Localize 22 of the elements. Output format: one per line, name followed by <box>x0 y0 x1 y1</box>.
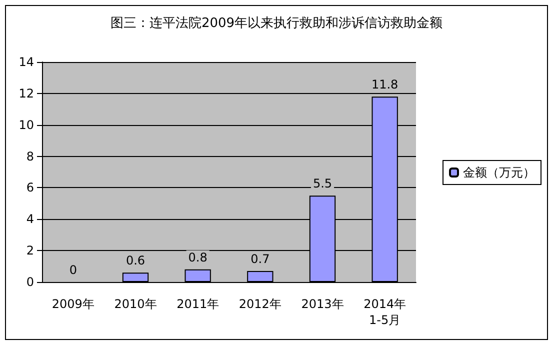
y-tick-label: 4 <box>26 212 34 226</box>
legend-label: 金额（万元） <box>463 166 535 180</box>
data-label: 0.8 <box>188 250 208 264</box>
data-label: 0.6 <box>126 254 146 268</box>
data-label: 5.5 <box>312 176 332 191</box>
data-label: 11.8 <box>371 78 398 92</box>
x-tick-label: 2009年 <box>52 297 94 311</box>
data-label: 0 <box>69 263 77 277</box>
x-tick-label: 2012年 <box>238 297 282 311</box>
y-tick-label: 0 <box>26 275 34 289</box>
y-tick-label: 10 <box>18 118 34 132</box>
y-tick-label: 8 <box>26 149 34 164</box>
x-tick-label: 2011年 <box>176 297 220 311</box>
y-tick-label: 2 <box>26 244 34 258</box>
x-tick-label: 2013年 <box>301 297 344 311</box>
y-tick-label: 6 <box>26 180 34 195</box>
x-tick-label: 2010年 <box>114 297 157 311</box>
chart-title: 图三：连平法院2009年以来执行救助和涉诉信访救助金额 <box>110 15 443 31</box>
x-tick-label: 2014年 1-5月 <box>364 297 406 327</box>
y-tick-label: 14 <box>18 55 34 69</box>
data-label: 0.7 <box>250 252 270 266</box>
y-tick-label: 12 <box>18 86 34 100</box>
